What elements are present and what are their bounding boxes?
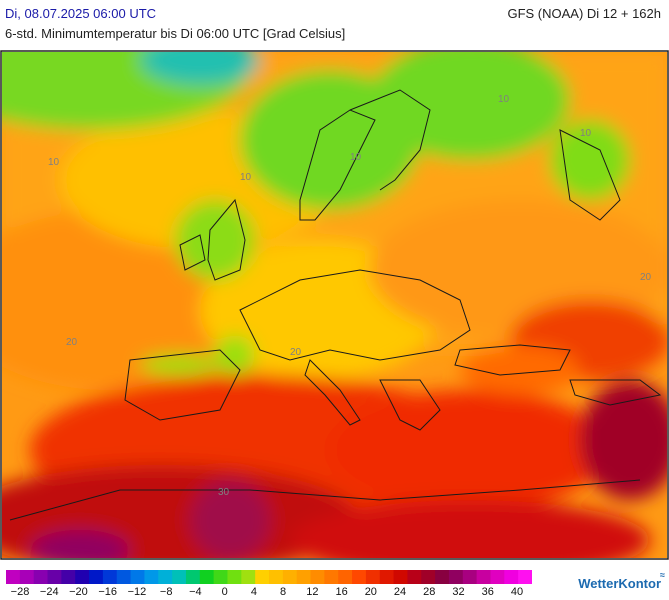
italy-outline — [304, 359, 361, 426]
scale-tick-label: 16 — [335, 586, 348, 598]
iberia-outline — [124, 349, 241, 421]
scale-tick-label: −20 — [69, 586, 88, 598]
scandinavia-outline — [299, 109, 376, 221]
scale-swatch — [47, 570, 62, 584]
contour-label: 20 — [66, 337, 78, 348]
scale-swatch — [185, 570, 201, 584]
contour-label: 20 — [290, 347, 302, 358]
scale-ticks: −28 −24 −20 −16 −12 −8 −4 0 4 8 12 16 20 24 28 32 36 40 — [0, 586, 669, 600]
scale-swatch — [33, 570, 49, 584]
scale-swatch — [365, 570, 381, 584]
scale-swatch — [89, 570, 104, 584]
scale-swatch — [518, 570, 532, 584]
model-run: GFS (NOAA) Di 12 + 162h — [507, 6, 661, 21]
black-sea-outline — [454, 344, 571, 376]
scale-swatch — [130, 570, 145, 584]
contour-label: 10 — [498, 94, 510, 105]
forecast-date: Di, 08.07.2025 06:00 UTC — [5, 6, 157, 21]
scale-swatch — [435, 570, 450, 584]
britain-outline — [207, 198, 246, 281]
north-africa-coast — [9, 479, 641, 521]
scale-swatch — [241, 570, 256, 584]
scale-swatch — [448, 570, 464, 584]
contour-label: 10 — [350, 152, 362, 163]
temperature-field — [2, 52, 667, 558]
scale-tick-label: 8 — [280, 586, 287, 598]
scale-swatch — [144, 570, 159, 584]
scale-tick-label: 24 — [393, 586, 407, 598]
scale-tick-label: −28 — [10, 586, 30, 598]
scale-swatch — [490, 570, 505, 584]
scale-swatch — [172, 570, 187, 584]
scale-swatch — [255, 570, 270, 584]
scale-swatch — [324, 570, 339, 584]
scale-tick-label: 40 — [510, 586, 524, 598]
scale-swatch — [282, 570, 298, 584]
scale-swatch — [116, 570, 132, 584]
scale-tick-label: 36 — [481, 586, 494, 598]
contour-label: 10 — [240, 172, 252, 183]
scale-tick-label: −12 — [127, 586, 147, 598]
scale-swatch — [102, 570, 118, 584]
scale-swatch — [61, 570, 76, 584]
scale-tick-label: −24 — [39, 586, 59, 598]
ireland-outline — [179, 234, 206, 271]
contour-label: 20 — [640, 272, 652, 283]
scale-swatch — [269, 570, 284, 584]
contour-label: 10 — [580, 128, 592, 139]
scale-swatch — [421, 570, 436, 584]
scale-swatch — [352, 570, 367, 584]
scale-swatch — [75, 570, 90, 584]
scale-tick-label: 12 — [306, 586, 319, 598]
scale-tick-label: 4 — [250, 586, 257, 598]
scale-tick-label: 32 — [452, 586, 465, 598]
color-scale — [6, 570, 532, 584]
coastlines — [9, 89, 662, 521]
eastern-lake-outline — [559, 129, 621, 221]
scale-swatch — [19, 570, 35, 584]
scale-swatch — [462, 570, 478, 584]
scale-tick-label: −4 — [189, 586, 202, 598]
contour-label: 10 — [48, 157, 60, 168]
central-europe-outline — [239, 269, 471, 361]
scale-swatch — [407, 570, 422, 584]
map-subtitle: 6-std. Minimumtemperatur bis Di 06:00 UT… — [5, 26, 346, 41]
scale-swatch — [158, 570, 173, 584]
scale-swatch — [476, 570, 491, 584]
scale-swatch — [504, 570, 519, 584]
scale-swatch — [6, 570, 21, 584]
temperature-map: 10 10 10 10 10 20 20 20 30 — [0, 50, 669, 560]
contour-label: 30 — [218, 487, 230, 498]
scale-tick-label: 28 — [423, 586, 436, 598]
scale-tick-label: 20 — [364, 586, 377, 598]
scale-swatch — [310, 570, 325, 584]
wetterkontor-logo: WetterKontor ≈ — [578, 570, 665, 591]
scale-swatch — [227, 570, 242, 584]
scale-swatch — [393, 570, 408, 584]
scale-swatch — [296, 570, 312, 584]
contour-labels: 10 10 10 10 10 20 20 20 30 — [48, 94, 652, 498]
scale-swatch — [213, 570, 228, 584]
scale-tick-label: 0 — [221, 586, 228, 598]
scale-tick-label: −8 — [159, 586, 173, 598]
scale-swatch — [379, 570, 395, 584]
finland-outline — [349, 89, 431, 191]
scale-tick-label: −16 — [98, 586, 118, 598]
logo-text: WetterKontor — [578, 576, 661, 591]
anatolia-outline — [569, 379, 662, 406]
scale-swatch — [199, 570, 215, 584]
map-frame — [0, 50, 669, 560]
balkans-outline — [379, 379, 441, 431]
scale-swatch — [338, 570, 353, 584]
logo-waves-icon: ≈ — [660, 570, 665, 580]
